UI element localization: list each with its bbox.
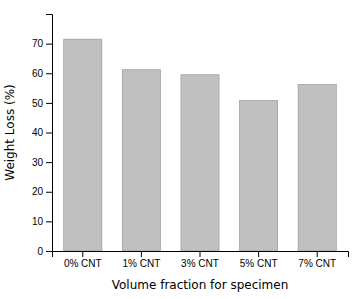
tick: 60 <box>32 68 52 79</box>
tick: 1% CNT <box>122 251 160 269</box>
tick-label: 5% CNT <box>240 258 278 269</box>
tick: 20 <box>32 186 52 197</box>
tick: 3% CNT <box>181 251 219 269</box>
tick-label: 7% CNT <box>298 258 336 269</box>
tick: 0% CNT <box>64 251 102 269</box>
tick-mark <box>46 221 52 222</box>
axis-line <box>46 15 53 252</box>
bar <box>181 75 219 251</box>
tick-label: 0% CNT <box>64 258 102 269</box>
tick-label: 70 <box>32 38 44 49</box>
tick: 5% CNT <box>240 251 278 269</box>
tick-mark <box>46 251 52 252</box>
tick-label: 10 <box>32 216 44 227</box>
axis-line <box>53 252 349 258</box>
tick-mark <box>46 192 52 193</box>
tick-label: 20 <box>32 186 44 197</box>
chart: 0 10 20 30 40 50 60 70 0% CNT 1% CNT 3% CNT 5% CNT 7… <box>0 0 362 299</box>
bar <box>298 85 336 251</box>
tick-mark <box>46 44 52 45</box>
tick-label: 0 <box>37 246 43 257</box>
tick-mark <box>46 133 52 134</box>
tick: 10 <box>32 216 52 227</box>
tick-mark <box>141 251 142 257</box>
tick: 7% CNT <box>298 251 336 269</box>
tick: 0 <box>37 246 52 257</box>
tick-label: 50 <box>32 98 44 109</box>
tick: 70 <box>32 38 52 49</box>
x-axis: 0% CNT 1% CNT 3% CNT 5% CNT 7% CNT <box>53 251 349 269</box>
y-axis: 0 10 20 30 40 50 60 70 <box>32 15 53 257</box>
tick: 50 <box>32 98 52 109</box>
tick-mark <box>317 251 318 257</box>
tick: 40 <box>32 127 52 138</box>
plot: 0 10 20 30 40 50 60 70 0% CNT 1% CNT 3% CNT 5% CNT 7… <box>32 15 349 270</box>
tick-mark <box>46 103 52 104</box>
tick-mark <box>46 162 52 163</box>
tick-mark <box>258 251 259 257</box>
tick-label: 40 <box>32 127 44 138</box>
bar <box>240 101 278 251</box>
tick-label: 30 <box>32 157 44 168</box>
bar <box>64 39 102 251</box>
tick-mark <box>82 251 83 257</box>
x-axis-title: Volume fraction for specimen <box>112 278 289 292</box>
tick-mark <box>200 251 201 257</box>
tick: 30 <box>32 157 52 168</box>
y-axis-title: Weight Loss (%) <box>3 84 17 181</box>
tick-label: 1% CNT <box>122 258 160 269</box>
bars <box>64 39 337 251</box>
tick-label: 3% CNT <box>181 258 219 269</box>
tick-label: 60 <box>32 68 44 79</box>
tick-mark <box>46 73 52 74</box>
bar <box>122 70 160 251</box>
